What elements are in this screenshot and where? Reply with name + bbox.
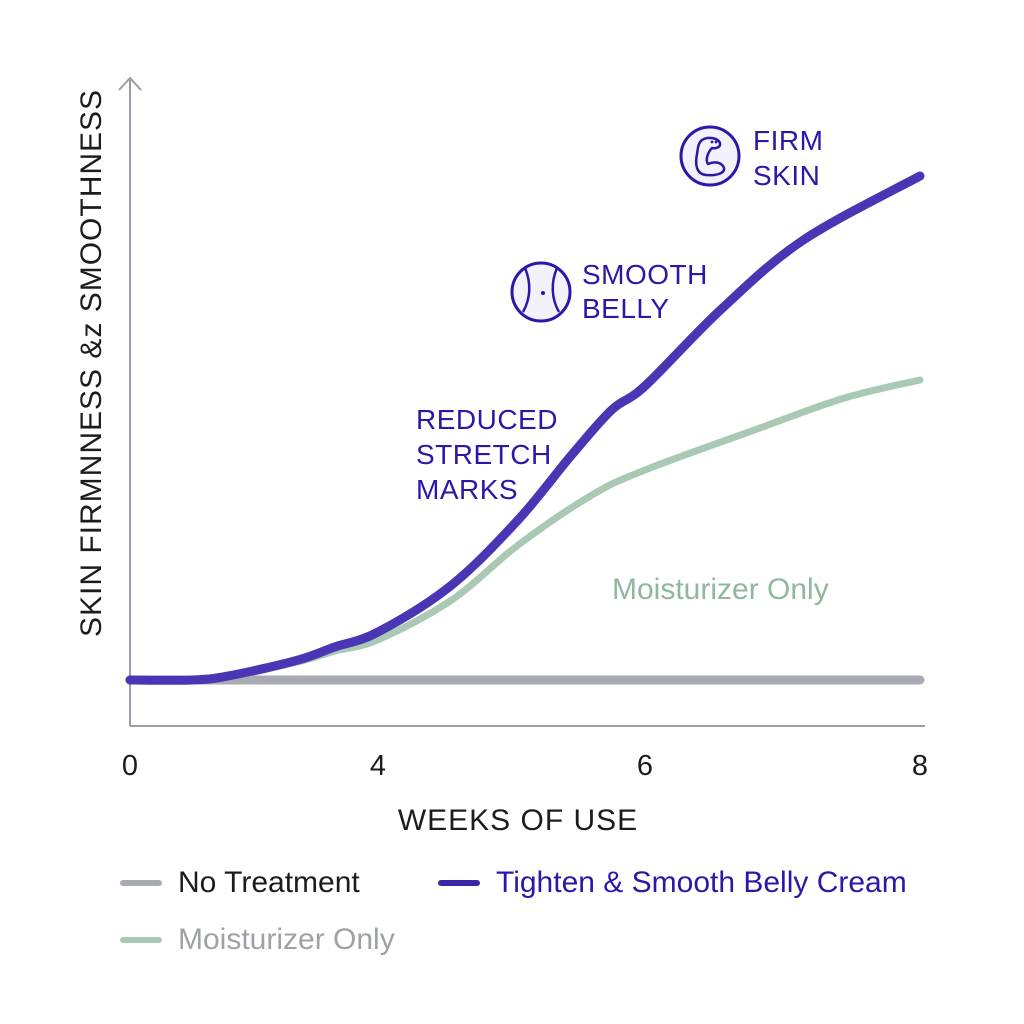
x-axis-title: WEEKS OF USE [398, 804, 638, 837]
annotation-firm-skin-line-2: SKIN [753, 160, 820, 191]
legend-item-moisturizer[interactable]: Moisturizer Only [120, 923, 395, 957]
legend-swatch-cream [438, 880, 480, 886]
annotation-smooth-belly: SMOOTH BELLY [510, 259, 708, 324]
annotation-firm-skin: FIRM SKIN [679, 125, 823, 191]
x-tick-label-4: 4 [370, 750, 386, 782]
annotation-stretch-line-2: STRETCH [416, 439, 552, 470]
series-label-moisturizer: Moisturizer Only [612, 573, 829, 606]
legend-label-no-treatment: No Treatment [178, 866, 360, 899]
annotation-reduced-stretch-marks: REDUCED STRETCH MARKS [416, 404, 558, 505]
axes [118, 76, 925, 727]
legend-item-no-treatment[interactable]: No Treatment [120, 866, 360, 900]
annotation-stretch-line-3: MARKS [416, 474, 518, 505]
y-axis-title: SKIN FIRMNNESS &z SMOOTHNESS [75, 89, 108, 637]
legend-label-moisturizer: Moisturizer Only [178, 923, 395, 956]
legend-swatch-no-treatment [120, 880, 162, 886]
annotation-stretch-line-1: REDUCED [416, 404, 558, 435]
flexed-arm-icon [679, 125, 741, 187]
annotation-firm-skin-line-1: FIRM [753, 125, 823, 156]
series-layer [125, 171, 925, 685]
annotation-smooth-belly-line-1: SMOOTH [582, 259, 708, 290]
legend-label-cream: Tighten & Smooth Belly Cream [496, 866, 907, 899]
legend-item-cream[interactable]: Tighten & Smooth Belly Cream [438, 866, 907, 900]
belly-icon [510, 261, 572, 323]
y-axis-arrow-icon [118, 76, 142, 91]
annotation-smooth-belly-line-2: BELLY [582, 293, 670, 324]
legend-swatch-moisturizer [120, 937, 162, 943]
x-tick-label-8: 8 [912, 750, 928, 782]
x-tick-label-6: 6 [637, 750, 653, 782]
series-line-tighten-smooth-belly-cream [125, 171, 925, 685]
x-tick-labels: 0 4 6 8 [122, 750, 928, 782]
x-tick-label-0: 0 [122, 750, 138, 782]
